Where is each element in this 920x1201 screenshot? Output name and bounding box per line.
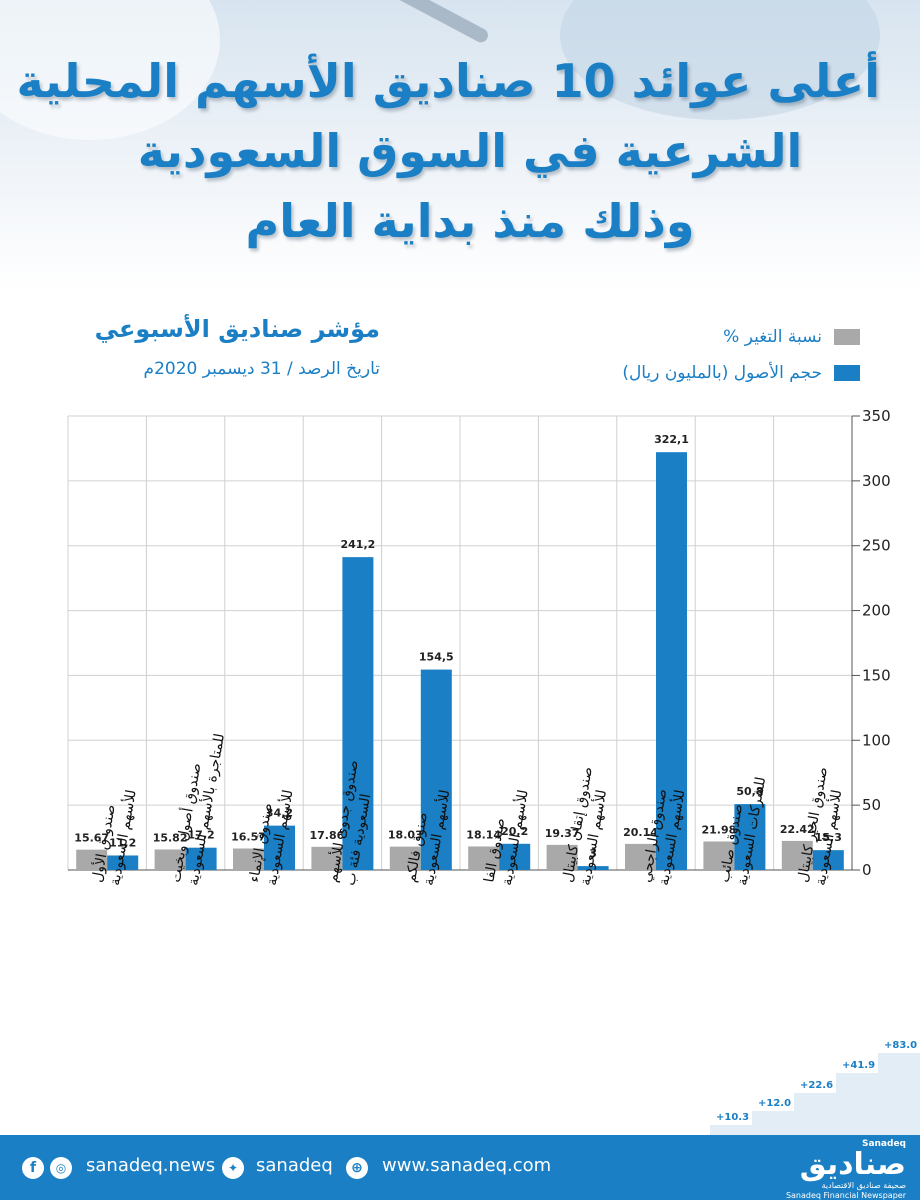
bar-label-assets: 15,3 [815,831,842,844]
chart-subtitle-block: مؤشر صناديق الأسبوعي تاريخ الرصد / 31 دي… [40,312,380,384]
bar-change [154,849,186,870]
growth-step-label: +41.9 [842,1060,876,1071]
growth-step-label: +10.3 [716,1112,750,1123]
bar-label-change: 17.86 [310,829,345,842]
bar-label-assets: 3 [589,847,597,860]
bar-label-change: 18.14 [466,828,501,841]
growth-steps-graphic: +10.3 +12.0 +22.6 +41.9 +83.0 [710,1040,920,1145]
bar-change [546,844,578,870]
footer-bar: f ◎ sanadeq.news ✦ sanadeq ⊕ www.sanadeq… [0,1135,920,1200]
bar-assets [342,557,374,870]
bar-change [389,846,421,870]
twitter-icon[interactable]: ✦ [222,1157,244,1179]
chart-subtitle: مؤشر صناديق الأسبوعي [94,315,380,343]
bar-assets [264,825,295,870]
website-link[interactable]: www.sanadeq.com [382,1155,552,1176]
page-title: أعلى عوائد 10 صناديق الأسهم المحلية الشر… [16,46,880,256]
chart-legend: نسبة التغير % حجم الأصول (بالمليون ريال) [520,326,860,398]
y-tick-label: 200 [862,602,891,620]
bar-label-change: 15.67 [74,832,109,845]
bar-label-change: 15.82 [153,831,188,844]
bar-label-assets: 322,1 [654,433,689,446]
social-handle-news[interactable]: sanadeq.news [86,1155,216,1176]
legend-swatch-blue [834,365,860,381]
bar-label-change: 18.03 [388,829,423,842]
y-tick-label: 0 [862,861,872,879]
logo-tag: Sanadeq [861,1139,906,1149]
bar-change [233,848,264,870]
bar-assets [734,804,766,870]
bar-change [625,843,656,870]
bar-change [703,841,735,870]
category-label: صندوق أصول وبخيتللمتاجرة بالأسهم السعودي… [166,729,228,887]
growth-step-label: +83.0 [884,1040,918,1051]
y-tick-label: 50 [862,796,881,814]
social-handle[interactable]: sanadeq [256,1155,333,1176]
chart-date: تاريخ الرصد / 31 ديسمبر 2020م [143,359,380,379]
bar-change [311,846,343,870]
bar-change [781,840,813,870]
facebook-icon[interactable]: f [22,1157,44,1179]
growth-step [878,1053,920,1145]
legend-label-change: نسبة التغير % [723,327,822,347]
legend-item-assets: حجم الأصول (بالمليون ريال) [520,362,860,384]
bar-assets [420,669,452,870]
bar-label-assets: 34,2 [266,807,293,820]
bar-assets [107,855,139,870]
y-tick-label: 100 [862,731,891,749]
pen-graphic [289,0,491,45]
bar-label-change: 19.37 [545,827,580,840]
logo-sub-en: Sanadeq Financial Newspaper [785,1191,906,1200]
growth-step [836,1073,878,1145]
bar-label-assets: 17,2 [188,829,215,842]
bar-label-change: 16.57 [231,831,266,844]
bar-label-assets: 241,2 [341,538,376,551]
bar-label-change: 20.14 [623,826,658,839]
title-line-2: الشرعية في السوق السعودية [137,124,803,178]
bar-label-assets: 154,5 [419,651,454,664]
logo-arabic: صناديق [799,1147,906,1182]
bar-change [468,846,500,870]
bar-label-change: 22.42 [780,823,815,836]
y-tick-label: 350 [862,407,891,425]
y-tick-label: 300 [862,472,891,490]
sanadeq-logo: Sanadeq صناديق صحيفة صناديق الاقتصادية S… [766,1139,906,1201]
growth-step-label: +22.6 [800,1080,834,1091]
bar-label-assets: 11,2 [109,836,136,849]
bar-assets [656,452,687,870]
bar-assets [499,843,531,870]
instagram-icon[interactable]: ◎ [50,1157,72,1179]
header-background [0,0,920,290]
title-line-3: وذلك منذ بداية العام [245,194,695,248]
legend-label-assets: حجم الأصول (بالمليون ريال) [622,363,822,383]
growth-step-label: +12.0 [758,1098,792,1109]
bar-assets [577,866,609,870]
bar-change [76,849,108,870]
legend-item-change: نسبة التغير % [520,326,860,348]
bar-label-change: 21.98 [702,823,737,836]
logo-sub-ar: صحيفة صناديق الاقتصادية [821,1181,906,1190]
globe-icon[interactable]: ⊕ [346,1157,368,1179]
y-tick-label: 250 [862,537,891,555]
bar-label-assets: 20,2 [501,825,528,838]
y-tick-label: 150 [862,666,891,684]
bar-assets [185,847,217,870]
title-line-1: أعلى عوائد 10 صناديق الأسهم المحلية [16,54,880,108]
bar-assets [812,850,844,870]
legend-swatch-gray [834,329,860,345]
bar-label-assets: 50,8 [736,785,763,798]
